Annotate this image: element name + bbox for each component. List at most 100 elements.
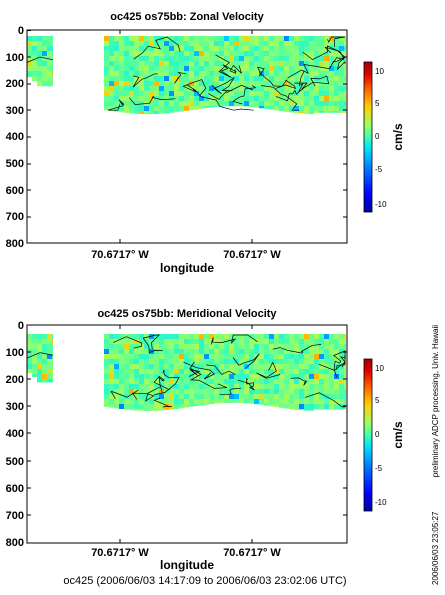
- contour-line: [183, 361, 215, 380]
- heatmap-cell: [154, 409, 159, 411]
- heatmap-cell: [339, 339, 344, 344]
- heatmap-cell: [249, 101, 254, 106]
- heatmap-cell: [234, 46, 239, 51]
- heatmap-cell: [47, 66, 52, 71]
- heatmap-cell: [204, 41, 209, 46]
- heatmap-cell: [219, 369, 224, 374]
- heatmap-cell: [174, 76, 179, 81]
- heatmap-cell: [124, 389, 129, 394]
- heatmap-cell: [229, 384, 234, 389]
- heatmap-cell: [174, 334, 179, 339]
- y-tick-label: 200: [6, 374, 24, 386]
- heatmap-cell: [274, 81, 279, 86]
- heatmap-cell: [134, 61, 139, 66]
- heatmap-cell: [169, 359, 174, 364]
- heatmap-cell: [264, 364, 269, 369]
- heatmap-cell: [37, 369, 42, 374]
- heatmap-cell: [309, 106, 314, 111]
- heatmap-cell: [154, 36, 159, 41]
- contour-line: [133, 36, 181, 60]
- heatmap-cell: [194, 71, 199, 76]
- heatmap-cell: [104, 76, 109, 81]
- heatmap-cell: [52, 359, 53, 364]
- heatmap-cell: [294, 61, 299, 66]
- heatmap-cell: [174, 56, 179, 61]
- heatmap-cell: [149, 334, 154, 339]
- heatmap-cell: [104, 66, 109, 71]
- heatmap-cell: [239, 96, 244, 101]
- heatmap-cell: [47, 349, 52, 354]
- heatmap-cell: [214, 339, 219, 344]
- heatmap-cell: [294, 359, 299, 364]
- heatmap-cell: [334, 379, 339, 384]
- heatmap-cell: [164, 399, 169, 404]
- y-tick-label: 700: [6, 211, 24, 223]
- heatmap-cell: [124, 354, 129, 359]
- heatmap-cell: [129, 354, 134, 359]
- heatmap-cell: [129, 81, 134, 86]
- heatmap-cell: [264, 106, 269, 109]
- heatmap-cell: [274, 384, 279, 389]
- heatmap-cell: [134, 344, 139, 349]
- heatmap-cell: [37, 56, 42, 61]
- heatmap-cell: [219, 349, 224, 354]
- heatmap-cell: [27, 334, 32, 339]
- heatmap-cell: [164, 354, 169, 359]
- heatmap-cell: [124, 106, 129, 111]
- heatmap-cell: [284, 86, 289, 91]
- heatmap-cell: [269, 91, 274, 96]
- heatmap-cell: [339, 86, 344, 91]
- heatmap-cell: [32, 359, 37, 364]
- heatmap-cell: [37, 359, 42, 364]
- heatmap-cell: [279, 61, 284, 66]
- heatmap-cell: [159, 384, 164, 389]
- heatmap-cell: [154, 76, 159, 81]
- heatmap-cell: [47, 359, 52, 364]
- heatmap-cell: [259, 51, 264, 56]
- heatmap-cell: [149, 41, 154, 46]
- heatmap-cell: [259, 344, 264, 349]
- heatmap-cell: [289, 374, 294, 379]
- heatmap-cell: [289, 36, 294, 41]
- contour-line: [219, 387, 242, 396]
- heatmap-cell: [334, 41, 339, 46]
- heatmap-cell: [324, 339, 329, 344]
- heatmap-cell: [244, 369, 249, 374]
- heatmap-cell: [184, 106, 189, 111]
- heatmap-cell: [179, 81, 184, 86]
- heatmap-cell: [329, 344, 334, 349]
- heatmap-cell: [27, 41, 32, 46]
- heatmap-cell: [289, 369, 294, 374]
- heatmap-cell: [129, 389, 134, 394]
- heatmap-cell: [139, 66, 144, 71]
- heatmap-cell: [27, 71, 32, 76]
- heatmap-cell: [344, 111, 346, 113]
- heatmap-cell: [174, 344, 179, 349]
- heatmap-cell: [309, 96, 314, 101]
- heatmap-cell: [184, 379, 189, 384]
- heatmap-cell: [174, 339, 179, 344]
- heatmap-cell: [119, 379, 124, 384]
- heatmap-cell: [114, 404, 119, 409]
- heatmap-cell: [144, 76, 149, 81]
- heatmap-cell: [294, 56, 299, 61]
- heatmap-cell: [199, 96, 204, 101]
- heatmap-cell: [129, 56, 134, 61]
- heatmap-cell: [104, 36, 109, 41]
- heatmap-cell: [32, 334, 37, 339]
- heatmap-cell: [254, 359, 259, 364]
- heatmap-cell: [194, 384, 199, 389]
- heatmap-cell: [124, 91, 129, 96]
- heatmap-cell: [224, 389, 229, 394]
- heatmap-cell: [299, 364, 304, 369]
- heatmap-cell: [314, 359, 319, 364]
- heatmap-cell: [42, 344, 47, 349]
- heatmap-cell: [284, 399, 289, 404]
- heatmap-cell: [164, 111, 169, 114]
- heatmap-cell: [254, 379, 259, 384]
- heatmap-cell: [284, 76, 289, 81]
- contour-line: [107, 99, 125, 111]
- heatmap-cell: [52, 344, 53, 349]
- heatmap-cell: [234, 399, 239, 403]
- heatmap-cell: [344, 56, 346, 61]
